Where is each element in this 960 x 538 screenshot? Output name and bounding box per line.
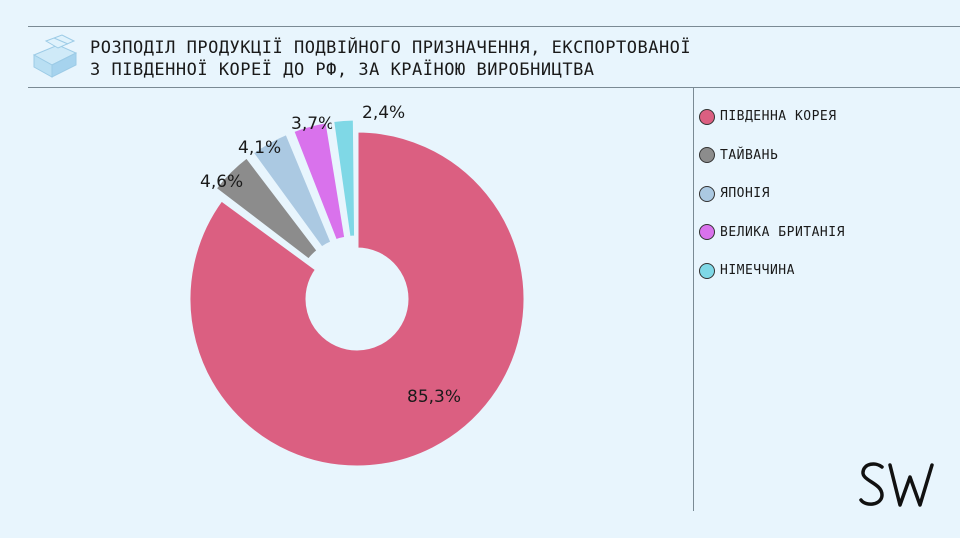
slice-label-1: 4,6% [200, 172, 243, 192]
legend-label: ПІВДЕННА КОРЕЯ [720, 109, 837, 124]
slice-3 [290, 119, 348, 243]
legend-item: ВЕЛИКА БРИТАНІЯ [699, 223, 949, 242]
legend-swatch [699, 185, 715, 202]
legend-swatch [699, 147, 715, 163]
slice-0 [187, 129, 527, 469]
slice-4 [330, 117, 358, 240]
donut-chart: 85,3% 4,6% 4,1% 3,7% 2,4% [0, 87, 693, 538]
box-icon [32, 34, 78, 78]
chart-title: РОЗПОДІЛ ПРОДУКЦІЇ ПОДВІЙНОГО ПРИЗНАЧЕНН… [90, 38, 692, 80]
slice-2 [250, 131, 334, 251]
slice-label-0: 85,3% [407, 387, 461, 407]
legend-label: ВЕЛИКА БРИТАНІЯ [720, 224, 845, 240]
slice-label-2: 4,1% [238, 138, 281, 158]
legend-item: НІМЕЧЧИНА [699, 261, 949, 280]
slice-label-4: 2,4% [362, 103, 405, 123]
slice-1 [212, 154, 321, 263]
legend-label: НІМЕЧЧИНА [720, 263, 795, 278]
sw-logo [859, 462, 934, 507]
legend-swatch [699, 224, 715, 240]
legend-item: ЯПОНІЯ [699, 184, 949, 203]
donut-svg: 85,3% 4,6% 4,1% 3,7% 2,4% [187, 103, 527, 469]
chart-header: РОЗПОДІЛ ПРОДУКЦІЇ ПОДВІЙНОГО ПРИЗНАЧЕНН… [28, 26, 960, 88]
legend-swatch [699, 262, 715, 279]
legend-divider [693, 87, 694, 511]
slice-label-3: 3,7% [291, 114, 334, 134]
legend-label: ЯПОНІЯ [720, 186, 770, 201]
legend-swatch [699, 108, 715, 125]
legend-item: ПІВДЕННА КОРЕЯ [699, 107, 949, 126]
legend-item: ТАЙВАНЬ [699, 146, 949, 165]
legend-label: ТАЙВАНЬ [720, 147, 779, 163]
legend: ПІВДЕННА КОРЕЯ ТАЙВАНЬ ЯПОНІЯ ВЕЛИКА БРИТАН… [699, 107, 949, 300]
